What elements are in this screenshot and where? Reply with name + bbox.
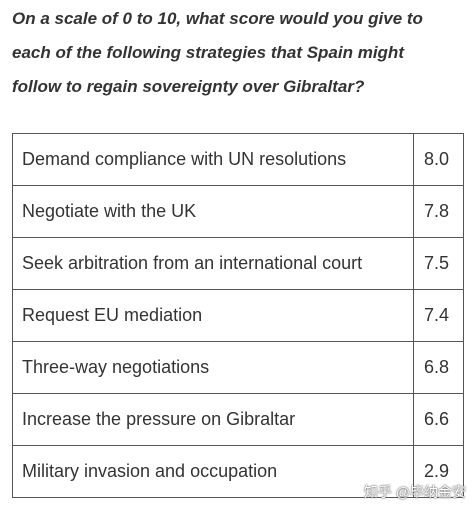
table-row: Military invasion and occupation 2.9 [12, 445, 464, 498]
strategy: Negotiate with the UK [12, 185, 414, 238]
strategy: Seek arbitration from an international c… [12, 237, 414, 290]
table-row: Request EU mediation 7.4 [12, 289, 464, 342]
score: 7.4 [413, 289, 464, 342]
score: 6.8 [413, 341, 464, 394]
score: 2.9 [413, 445, 464, 498]
table-row: Negotiate with the UK 7.8 [12, 185, 464, 238]
score: 7.8 [413, 185, 464, 238]
table-row: Seek arbitration from an international c… [12, 237, 464, 290]
strategy: Request EU mediation [12, 289, 414, 342]
score: 6.6 [413, 393, 464, 446]
table-row: Three-way negotiations 6.8 [12, 341, 464, 394]
watermark: 知乎 @毕纳金安 [363, 484, 466, 500]
table-row: Increase the pressure on Gibraltar 6.6 [12, 393, 464, 446]
strategy: Military invasion and occupation [12, 445, 414, 498]
strategy: Three-way negotiations [12, 341, 414, 394]
table-row: Demand compliance with UN resolutions 8.0 [12, 133, 464, 186]
score-table: Demand compliance with UN resolutions 8.0… [12, 133, 464, 498]
score: 7.5 [413, 237, 464, 290]
score: 8.0 [413, 133, 464, 186]
question: On a scale of 0 to 10, what score would … [12, 9, 423, 96]
strategy: Increase the pressure on Gibraltar [12, 393, 414, 446]
strategy: Demand compliance with UN resolutions [12, 133, 414, 186]
